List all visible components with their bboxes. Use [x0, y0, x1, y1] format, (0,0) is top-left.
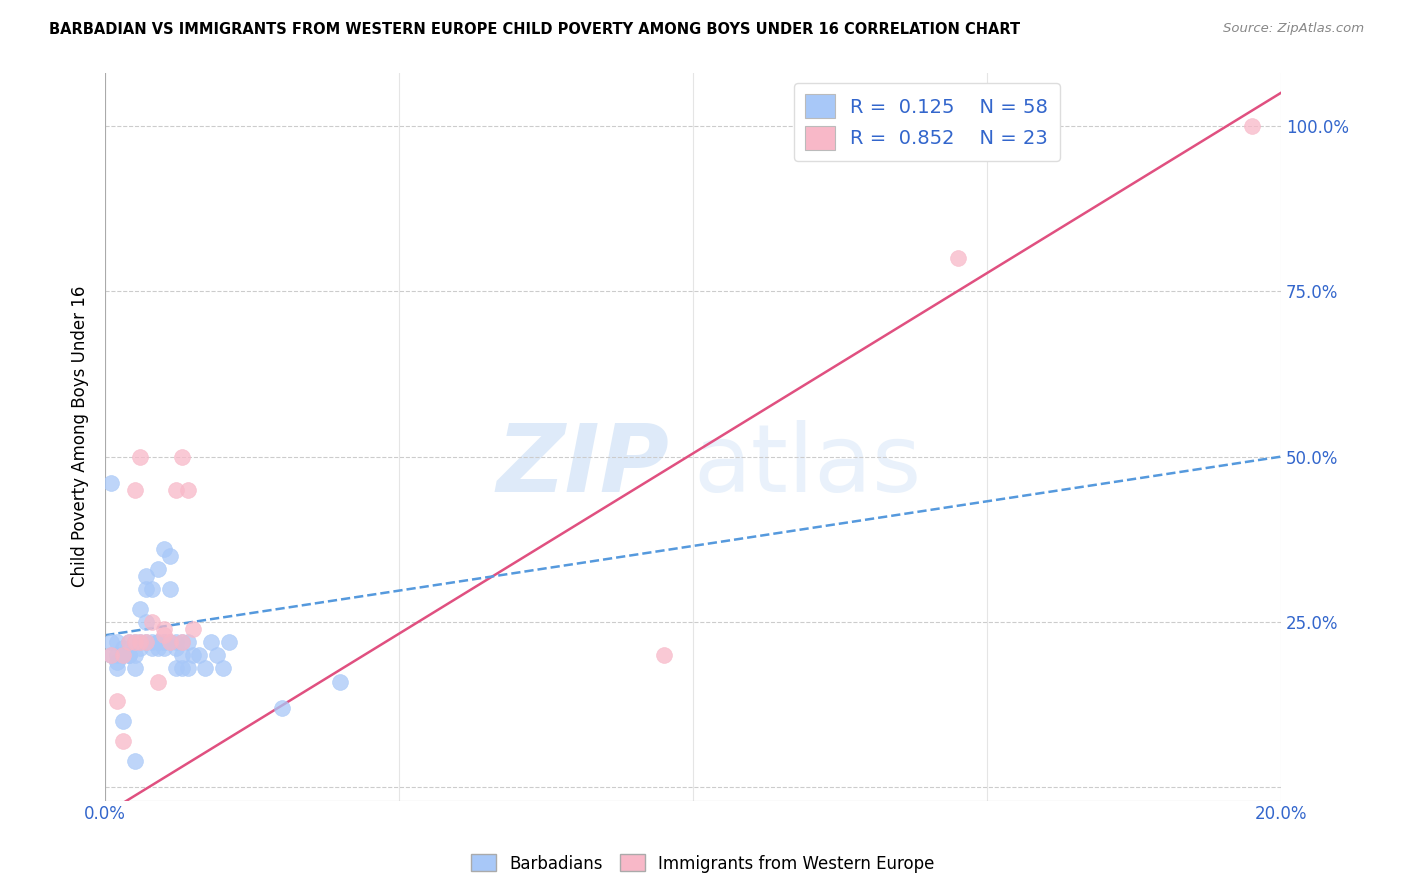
Point [111, 641, 134, 656]
Point [153, 628, 176, 642]
Legend: Barbadians, Immigrants from Western Europe: Barbadians, Immigrants from Western Euro… [465, 847, 941, 880]
Point [946, 251, 969, 265]
Point [105, 648, 128, 662]
Point [124, 661, 146, 675]
Point [124, 648, 146, 662]
Point [153, 635, 176, 649]
Point [129, 635, 152, 649]
Point [159, 635, 181, 649]
Point [141, 582, 163, 596]
Point [146, 635, 169, 649]
Point [111, 648, 134, 662]
Point [153, 635, 176, 649]
Point [105, 655, 128, 669]
Point [135, 568, 157, 582]
Point [129, 601, 152, 615]
Point [153, 635, 176, 649]
Point [170, 450, 193, 464]
Point [105, 661, 128, 675]
Point [135, 582, 157, 596]
Y-axis label: Child Poverty Among Boys Under 16: Child Poverty Among Boys Under 16 [72, 286, 89, 588]
Point [129, 641, 152, 656]
Point [205, 648, 228, 662]
Point [146, 562, 169, 576]
Text: BARBADIAN VS IMMIGRANTS FROM WESTERN EUROPE CHILD POVERTY AMONG BOYS UNDER 16 CO: BARBADIAN VS IMMIGRANTS FROM WESTERN EUR… [49, 22, 1021, 37]
Point [129, 635, 152, 649]
Point [153, 641, 176, 656]
Point [141, 615, 163, 629]
Point [118, 648, 141, 662]
Point [170, 661, 193, 675]
Point [100, 648, 122, 662]
Point [183, 622, 205, 636]
Point [135, 635, 157, 649]
Text: ZIP: ZIP [496, 420, 669, 512]
Point [124, 483, 146, 497]
Point [176, 661, 198, 675]
Point [153, 622, 176, 636]
Point [124, 754, 146, 768]
Point [1240, 119, 1263, 133]
Point [170, 635, 193, 649]
Point [135, 635, 157, 649]
Point [170, 635, 193, 649]
Point [141, 635, 163, 649]
Point [176, 483, 198, 497]
Point [176, 635, 198, 649]
Point [146, 641, 169, 656]
Point [165, 661, 187, 675]
Point [141, 641, 163, 656]
Point [270, 701, 292, 715]
Point [135, 615, 157, 629]
Point [100, 635, 122, 649]
Point [329, 674, 352, 689]
Point [111, 648, 134, 662]
Point [100, 476, 122, 491]
Point [129, 450, 152, 464]
Legend: R =  0.125    N = 58, R =  0.852    N = 23: R = 0.125 N = 58, R = 0.852 N = 23 [793, 83, 1060, 161]
Point [118, 648, 141, 662]
Point [146, 674, 169, 689]
Text: Source: ZipAtlas.com: Source: ZipAtlas.com [1223, 22, 1364, 36]
Point [165, 641, 187, 656]
Point [105, 635, 128, 649]
Point [124, 635, 146, 649]
Point [153, 542, 176, 557]
Point [118, 635, 141, 649]
Point [111, 714, 134, 729]
Point [111, 734, 134, 748]
Text: atlas: atlas [693, 420, 921, 512]
Point [118, 648, 141, 662]
Point [165, 635, 187, 649]
Point [159, 549, 181, 563]
Point [200, 635, 222, 649]
Point [194, 661, 217, 675]
Point [159, 582, 181, 596]
Point [211, 661, 233, 675]
Point [165, 483, 187, 497]
Point [124, 635, 146, 649]
Point [159, 635, 181, 649]
Point [183, 648, 205, 662]
Point [218, 635, 240, 649]
Point [105, 694, 128, 708]
Point [652, 648, 675, 662]
Point [100, 648, 122, 662]
Point [146, 635, 169, 649]
Point [188, 648, 211, 662]
Point [111, 648, 134, 662]
Point [170, 648, 193, 662]
Point [118, 635, 141, 649]
